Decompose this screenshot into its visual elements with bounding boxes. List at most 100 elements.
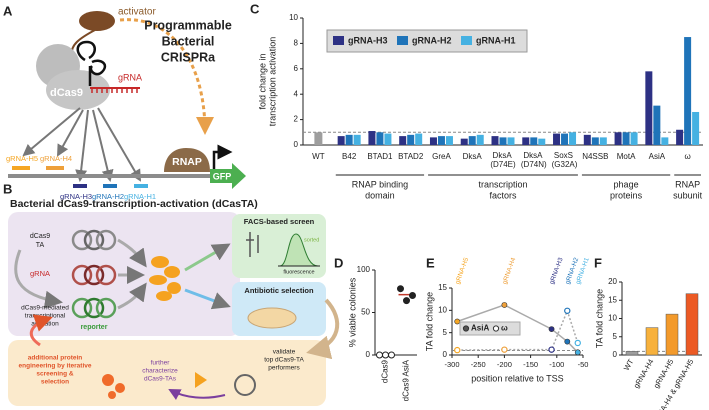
bar <box>491 136 499 145</box>
y-axis-label: % viable colonies <box>347 277 357 347</box>
panel-label: B <box>3 181 12 196</box>
y-tick-label: 15 <box>608 295 617 304</box>
guide-label: gRNA-H2 <box>92 192 124 201</box>
label: Antibiotic selection <box>244 286 314 295</box>
bar <box>499 137 507 145</box>
guide-label: gRNA-H3 <box>60 192 92 201</box>
point <box>501 346 508 353</box>
legend-box <box>459 321 521 336</box>
bar <box>345 134 353 145</box>
label: sorted <box>304 237 319 243</box>
bar <box>661 137 669 145</box>
panel-label: C <box>250 1 260 16</box>
label: characterize <box>142 368 178 375</box>
point <box>409 292 416 299</box>
histogram-icon <box>279 233 319 267</box>
bar <box>407 134 415 145</box>
point <box>574 349 581 356</box>
bar <box>368 131 376 145</box>
petri-dish <box>247 307 297 329</box>
y-tick-label: 0 <box>613 350 618 359</box>
activation-arrow <box>119 18 214 135</box>
y-tick-label: 0 <box>443 350 448 359</box>
y-tick-label: 50 <box>361 308 370 317</box>
guide-site <box>73 184 87 188</box>
group-label: RNAP binding <box>352 179 408 189</box>
point <box>574 339 581 347</box>
group-label: subunit <box>673 190 703 200</box>
x-tick-label: DksA <box>463 152 483 161</box>
guide-label: gRNA-H5 <box>6 154 38 163</box>
point-label: gRNA-H3 <box>548 256 564 285</box>
y-tick-label: 2 <box>294 115 299 124</box>
bar <box>553 133 561 145</box>
rnap-shape <box>164 148 210 172</box>
label: engineering by iterative <box>19 363 92 370</box>
y-axis-label: TA fold change <box>424 292 434 351</box>
y-axis-label: fold change in <box>257 53 267 109</box>
legend-label: AsiA <box>471 324 489 333</box>
plasmids <box>71 229 117 319</box>
label: screening & <box>36 371 74 378</box>
legend-swatch <box>397 36 408 45</box>
engineering-box <box>8 340 326 406</box>
bar <box>676 129 684 145</box>
legend-box <box>326 29 528 53</box>
targeting-arrows <box>22 107 142 182</box>
gears <box>102 374 125 399</box>
x-tick-label: -50 <box>578 360 589 369</box>
x-tick-label: AsiA <box>649 152 666 161</box>
y-tick-label: 5 <box>613 332 618 341</box>
point <box>454 346 461 354</box>
bar <box>561 133 569 145</box>
y-tick-label: 10 <box>438 305 447 314</box>
bar <box>630 132 638 145</box>
group-label: phage <box>614 179 639 189</box>
bar <box>692 111 700 145</box>
x-axis-label: position relative to TSS <box>471 373 563 383</box>
label: dCas9-TAs <box>144 376 177 383</box>
characterize-arrow <box>168 389 226 400</box>
guide-site <box>46 166 64 170</box>
guide-label: gRNA-H1 <box>124 192 156 201</box>
title-line: Bacterial <box>162 34 215 48</box>
legend-label: gRNA-H3 <box>348 35 388 45</box>
point-label: gRNA-H5 <box>454 256 470 285</box>
legend-swatch <box>333 36 344 45</box>
y-tick-label: 6 <box>294 64 299 73</box>
guide-site <box>12 166 30 170</box>
guide-site <box>103 184 117 188</box>
bar <box>384 133 392 145</box>
label: reporter <box>81 324 108 331</box>
to-selection <box>184 288 231 310</box>
x-tick-label: -150 <box>523 360 538 369</box>
grna-bases <box>91 88 138 93</box>
dcas9-label: dCas9 <box>50 87 83 99</box>
grna-hairpin <box>76 40 107 86</box>
bar <box>530 137 538 145</box>
grna-label: gRNA <box>118 72 142 82</box>
facs-icon <box>246 232 259 257</box>
bar <box>645 327 659 356</box>
bar <box>429 137 437 145</box>
x-tick-label: dCas9 AsiA <box>402 359 411 401</box>
point <box>564 338 571 345</box>
label: top dCas9-TA <box>264 357 304 364</box>
promoter <box>212 144 233 174</box>
point <box>564 307 571 314</box>
point <box>397 285 404 293</box>
panel-label: E <box>426 255 435 270</box>
group-label: domain <box>365 190 395 200</box>
bar <box>685 293 699 356</box>
label: dCas9-mediated <box>21 305 69 312</box>
label: performers <box>268 365 300 372</box>
x-tick-label: GreA <box>432 152 451 161</box>
y-tick-label: 100 <box>357 265 371 274</box>
bar <box>622 132 630 145</box>
label: gRNA <box>30 269 50 278</box>
y-tick-label: 5 <box>443 328 448 337</box>
group-label: RNAP <box>675 179 700 189</box>
guide-label: gRNA-H4 <box>40 154 72 163</box>
panel-b: Bacterial dCas9-transcription-activation… <box>8 198 340 406</box>
panel-label: A <box>3 3 13 18</box>
